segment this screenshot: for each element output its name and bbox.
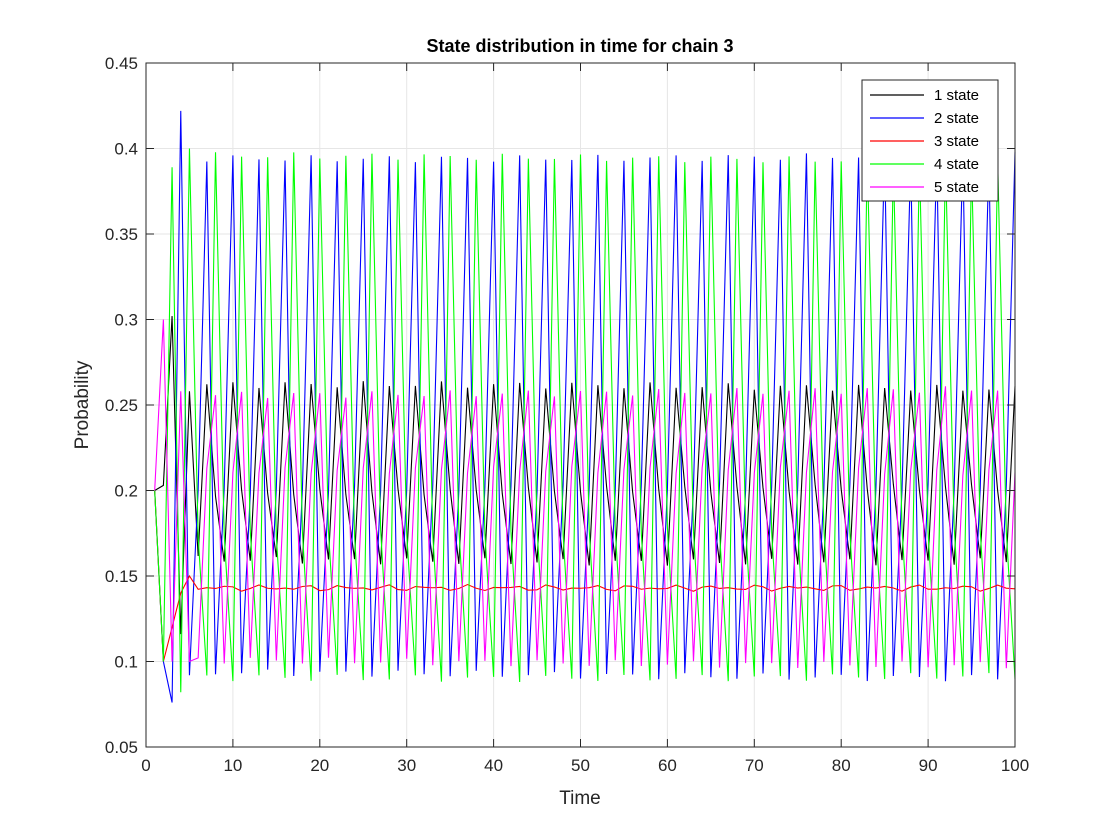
y-tick-label: 0.35 [105, 225, 138, 244]
y-axis-title: Probability [72, 360, 93, 449]
y-tick-label: 0.1 [114, 653, 138, 672]
legend-label-1: 1 state [934, 87, 979, 104]
x-tick-label: 10 [223, 756, 242, 775]
series-line-2 [154, 110, 1016, 703]
y-tick-label: 0.4 [114, 140, 138, 159]
series-line-4 [154, 148, 1016, 693]
legend-label-3: 3 state [934, 133, 979, 150]
series-line-3 [154, 490, 1016, 662]
axis-ticks: 0 10 20 30 40 50 60 70 80 90 100 0.05 0.1 0.15 0.2 0.25… [105, 54, 1029, 775]
x-tick-label: 50 [571, 756, 590, 775]
y-tick-label: 0.15 [105, 567, 138, 586]
y-tick-label: 0.2 [114, 482, 138, 501]
x-tick-label: 30 [397, 756, 416, 775]
x-tick-label: 90 [919, 756, 938, 775]
legend-label-2: 2 state [934, 110, 979, 127]
x-tick-label: 60 [658, 756, 677, 775]
y-tick-label: 0.45 [105, 54, 138, 73]
legend-label-4: 4 state [934, 156, 979, 173]
x-tick-label: 0 [141, 756, 150, 775]
x-tick-label: 80 [832, 756, 851, 775]
chart-title: State distribution in time for chain 3 [426, 36, 733, 56]
x-tick-label: 20 [310, 756, 329, 775]
legend-label-5: 5 state [934, 179, 979, 196]
x-axis-title: Time [559, 788, 601, 809]
y-tick-label: 0.25 [105, 396, 138, 415]
y-tick-label: 0.05 [105, 738, 138, 757]
series-lines [154, 110, 1016, 703]
x-tick-label: 70 [745, 756, 764, 775]
x-tick-label: 100 [1001, 756, 1029, 775]
x-tick-label: 40 [484, 756, 503, 775]
series-line-5 [154, 319, 1016, 669]
y-tick-label: 0.3 [114, 311, 138, 330]
legend: 1 state 2 state 3 state 4 state 5 state [861, 79, 999, 202]
